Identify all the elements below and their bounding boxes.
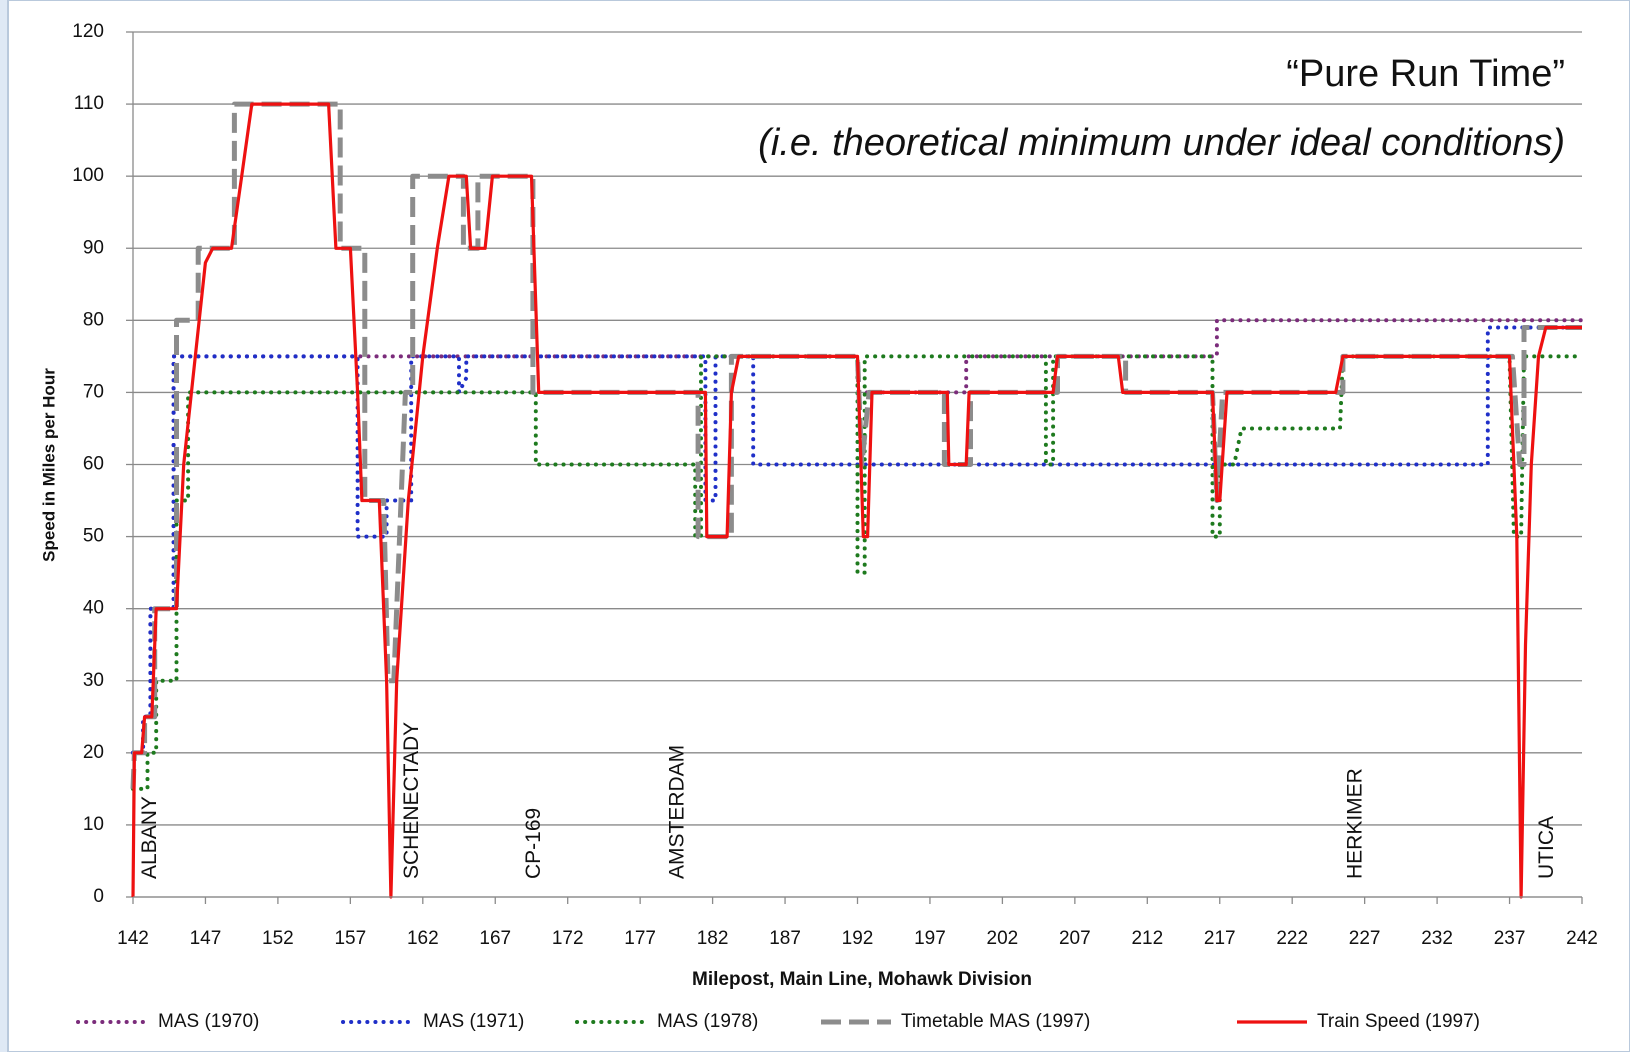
legend-label: Timetable MAS (1997) (901, 1011, 1090, 1032)
x-tick-label: 202 (987, 928, 1019, 949)
y-tick-label: 60 (83, 454, 104, 475)
y-tick-label: 0 (93, 886, 104, 907)
x-tick-label: 162 (407, 928, 439, 949)
chart-frame (7, 0, 1630, 1052)
x-tick-label: 142 (117, 928, 149, 949)
legend-label: MAS (1970) (158, 1011, 259, 1032)
x-tick-label: 187 (769, 928, 801, 949)
x-tick-label: 227 (1349, 928, 1381, 949)
legend-item: Train Speed (1997) (1237, 1011, 1480, 1032)
x-tick-label: 197 (914, 928, 946, 949)
y-tick-label: 90 (83, 237, 104, 258)
y-tick-label: 30 (83, 670, 104, 691)
x-tick-label: 212 (1131, 928, 1163, 949)
legend-label: Train Speed (1997) (1317, 1011, 1480, 1032)
legend-item: MAS (1978) (575, 1011, 758, 1032)
x-tick-label: 237 (1494, 928, 1526, 949)
y-tick-label: 40 (83, 598, 104, 619)
x-axis-title: Milepost, Main Line, Mohawk Division (692, 969, 1032, 990)
x-tick-label: 217 (1204, 928, 1236, 949)
legend-label: MAS (1978) (657, 1011, 758, 1032)
station-label: CP-169 (522, 808, 545, 879)
x-tick-label: 152 (262, 928, 294, 949)
x-tick-label: 172 (552, 928, 584, 949)
y-tick-label: 50 (83, 526, 104, 547)
y-tick-label: 10 (83, 814, 104, 835)
y-tick-label: 110 (74, 93, 104, 114)
station-label: UTICA (1535, 816, 1558, 879)
x-tick-label: 177 (624, 928, 656, 949)
x-tick-label: 232 (1421, 928, 1453, 949)
x-tick-label: 167 (479, 928, 511, 949)
legend-label: MAS (1971) (423, 1011, 524, 1032)
station-label: HERKIMER (1344, 768, 1367, 879)
y-tick-label: 100 (72, 165, 104, 186)
y-tick-label: 20 (83, 742, 104, 763)
y-tick-label: 80 (83, 309, 104, 330)
x-tick-label: 242 (1566, 928, 1598, 949)
x-tick-label: 192 (842, 928, 874, 949)
legend-item: MAS (1971) (341, 1011, 524, 1032)
station-label: ALBANY (138, 796, 161, 879)
y-tick-label: 70 (83, 381, 104, 402)
y-axis-title: Speed in Miles per Hour (39, 368, 58, 562)
annotation-subtitle: (i.e. theoretical minimum under ideal co… (758, 122, 1565, 164)
x-tick-label: 157 (334, 928, 366, 949)
x-tick-label: 207 (1059, 928, 1091, 949)
x-tick-label: 182 (697, 928, 729, 949)
x-tick-label: 222 (1276, 928, 1308, 949)
y-tick-label: 120 (72, 21, 104, 42)
series-line (131, 102, 1582, 899)
x-tick-label: 147 (190, 928, 222, 949)
legend-item: MAS (1970) (76, 1011, 259, 1032)
legend-item: Timetable MAS (1997) (821, 1011, 1090, 1032)
station-label: SCHENECTADY (400, 722, 423, 879)
annotation-title: “Pure Run Time” (1286, 53, 1565, 95)
station-label: AMSTERDAM (665, 745, 688, 879)
